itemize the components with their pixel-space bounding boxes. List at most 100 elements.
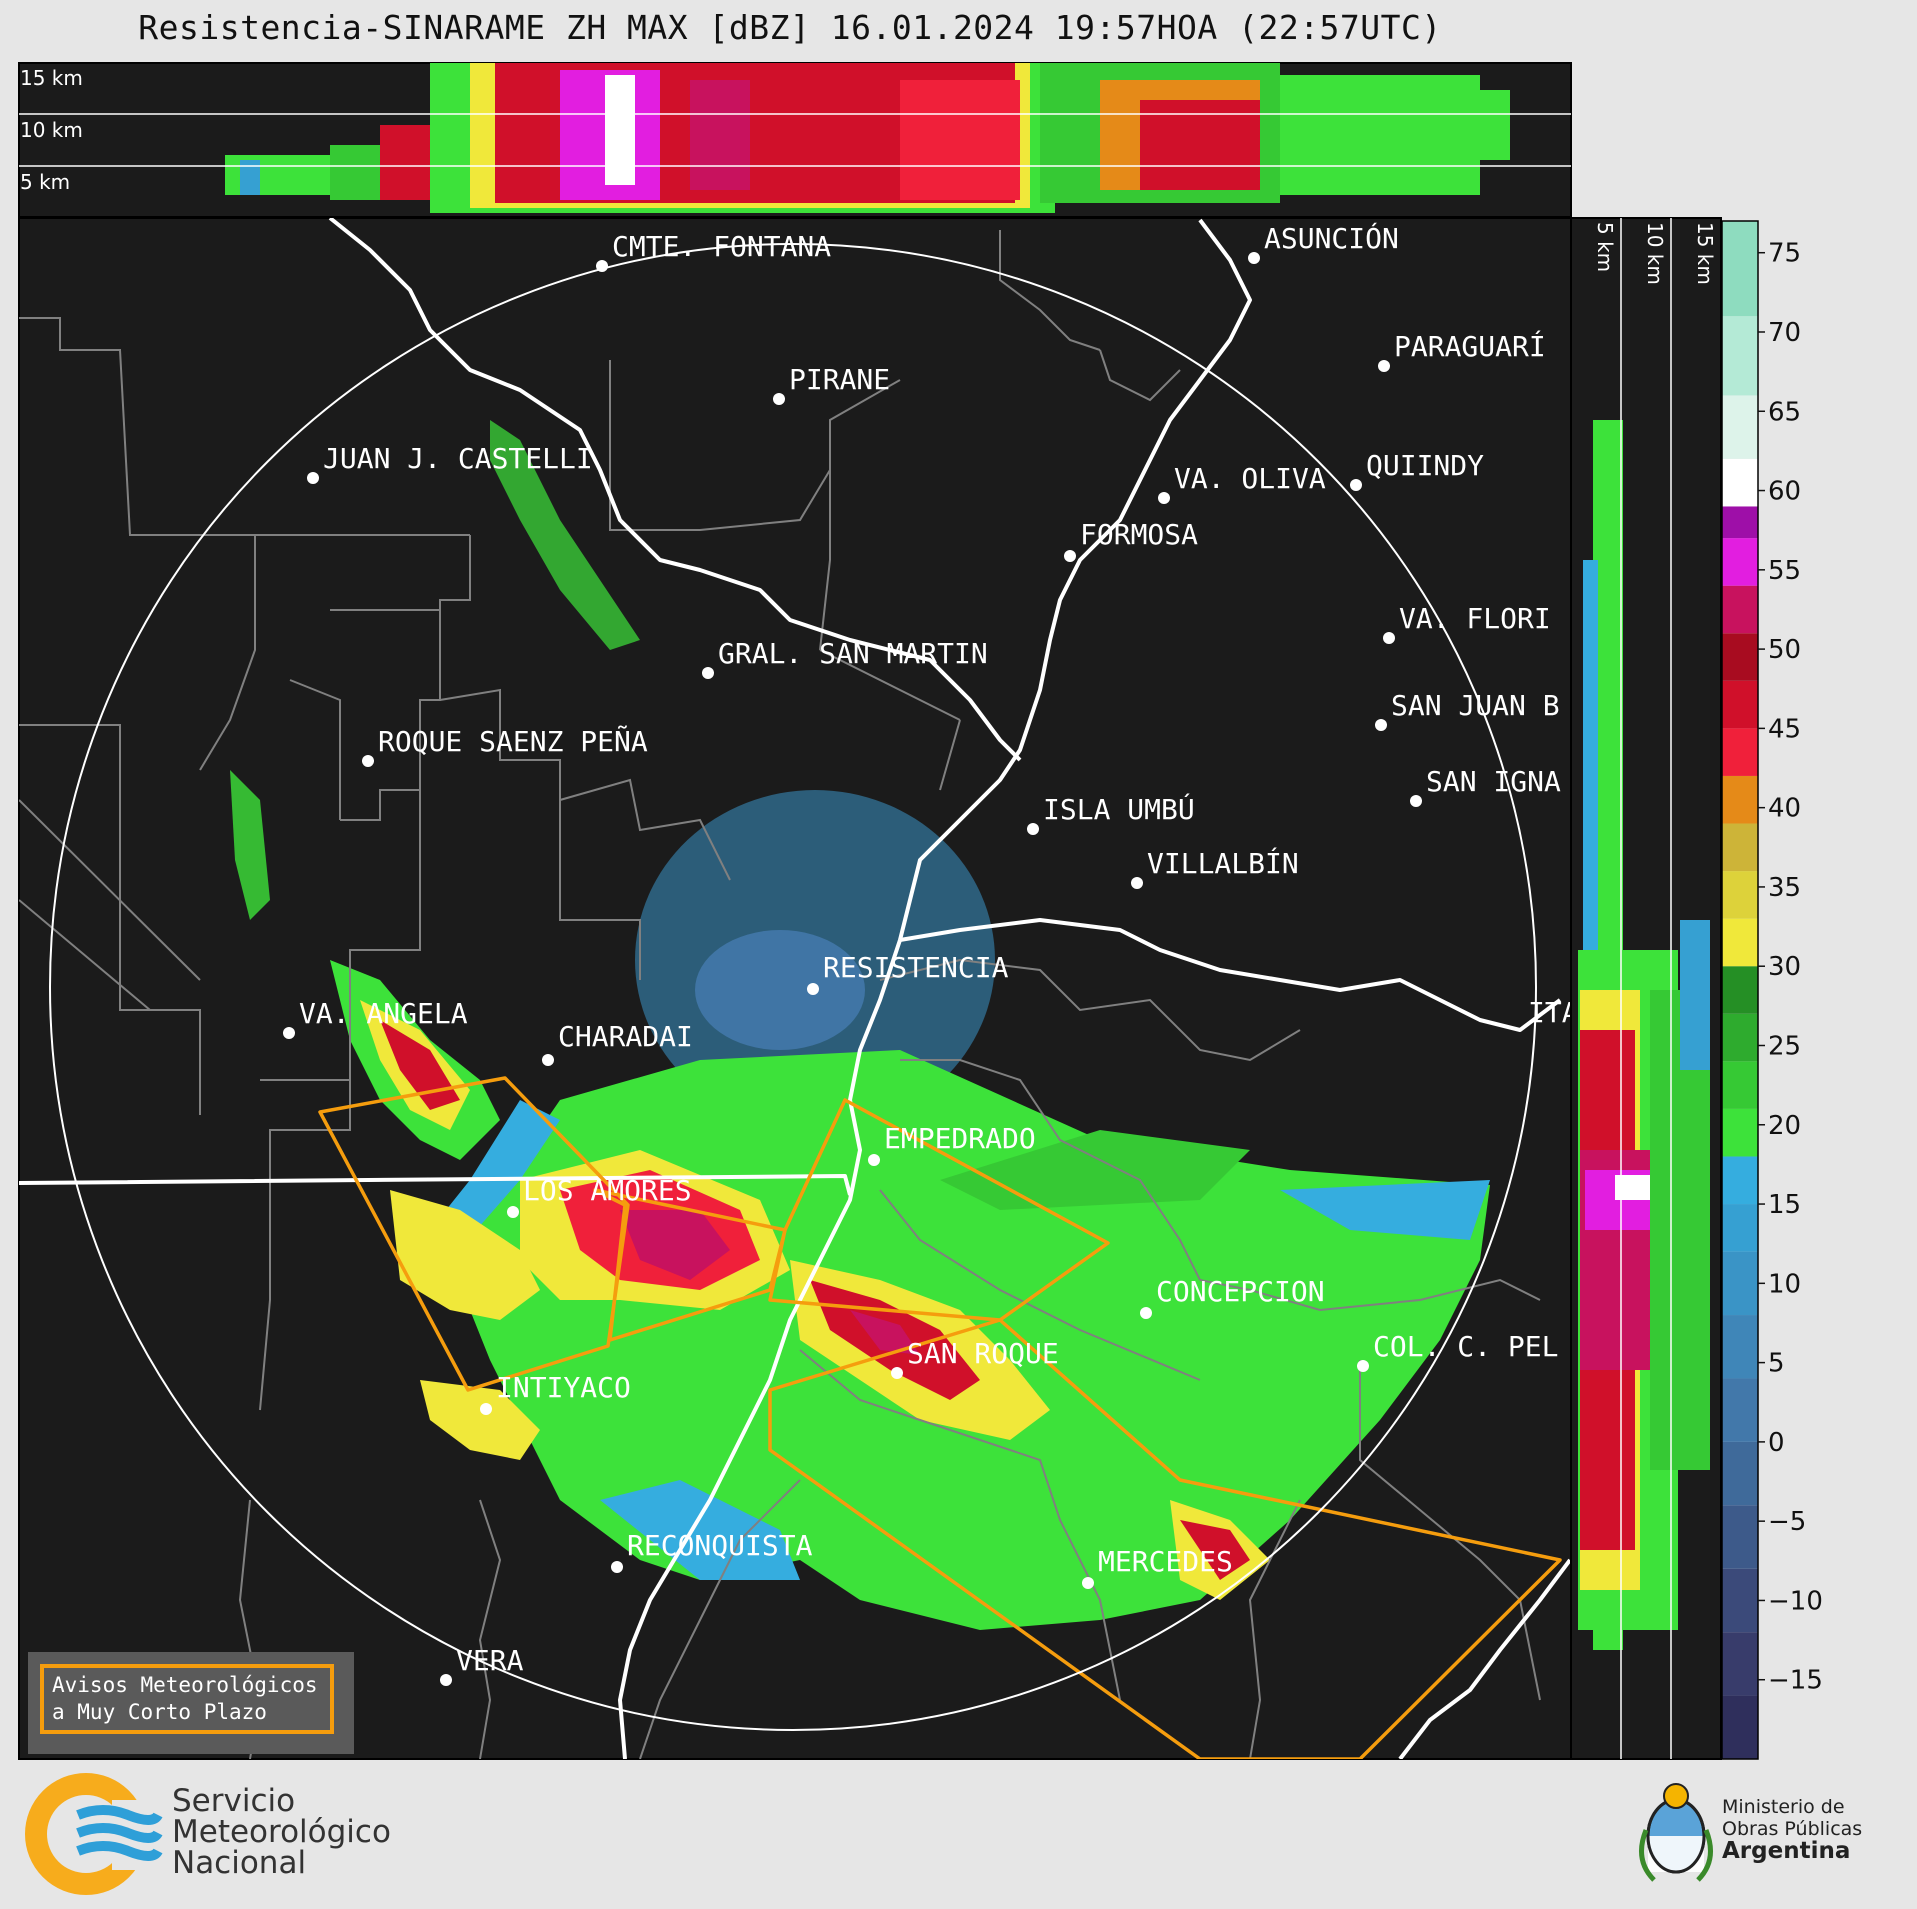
city-label-cmte-fontana: CMTE. FONTANA <box>612 230 831 263</box>
colorbar-band <box>1722 1156 1758 1205</box>
city-label-vera: VERA <box>456 1644 524 1677</box>
map-title: Resistencia-SINARAME ZH MAX [dBZ] 16.01.… <box>138 8 1442 47</box>
colorbar-tick-label: 40 <box>1768 794 1801 824</box>
city-label-reconquista: RECONQUISTA <box>627 1529 813 1562</box>
city-label-juan-j-castelli: JUAN J. CASTELLI <box>323 442 593 475</box>
colorbar-band <box>1722 633 1758 681</box>
colorbar-tick-label: −5 <box>1768 1507 1806 1537</box>
city-label-paraguari: PARAGUARÍ <box>1394 329 1546 363</box>
colorbar-band <box>1722 395 1758 459</box>
city-label-empedrado: EMPEDRADO <box>884 1122 1036 1155</box>
colorbar-tick-label: 0 <box>1768 1428 1785 1458</box>
ministry-line2: Obras Públicas <box>1722 1818 1863 1840</box>
colorbar-tick-label: 25 <box>1768 1031 1801 1061</box>
colorbar-band <box>1722 871 1758 919</box>
city-label-intiyaco: INTIYACO <box>496 1371 631 1404</box>
city-labels: CMTE. FONTANA ASUNCIÓN PARAGUARÍ PIRANE … <box>299 221 1579 1677</box>
city-label-quiindy: QUIINDY <box>1366 449 1484 482</box>
range-ring <box>49 243 1537 1731</box>
colorbar-tick-label: 20 <box>1768 1111 1801 1141</box>
colorbar-band <box>1722 458 1758 507</box>
colorbar-band <box>1722 316 1758 396</box>
warning-legend-line2: a Muy Corto Plazo <box>52 1700 267 1724</box>
colorbar-tick-label: 45 <box>1768 714 1801 744</box>
warning-polygons <box>318 1076 1562 1759</box>
argentina-emblem-icon <box>1639 1783 1713 1882</box>
city-label-va-oliva: VA. OLIVA <box>1174 462 1326 495</box>
city-label-pirane: PIRANE <box>789 363 890 396</box>
city-label-resistencia: RESISTENCIA <box>823 951 1009 984</box>
colorbar-band <box>1722 966 1758 1014</box>
top-alt-label-10: 10 km <box>20 118 83 142</box>
colorbar-band <box>1722 775 1758 824</box>
city-label-los-amores: LOS AMORES <box>523 1174 692 1207</box>
colorbar-tick-label: 70 <box>1768 318 1801 348</box>
city-label-san-juan-b: SAN JUAN B <box>1391 689 1560 722</box>
colorbar-band <box>1722 1315 1758 1379</box>
side-alt-label-10: 10 km <box>1643 222 1667 285</box>
colorbar-tick-label: 10 <box>1768 1269 1801 1299</box>
colorbar-band <box>1722 1108 1758 1157</box>
colorbar-tick-label: 30 <box>1768 952 1801 982</box>
colorbar-band <box>1722 918 1758 967</box>
side-alt-label-5: 5 km <box>1593 222 1617 272</box>
warning-legend-frame: Avisos Meteorológicos a Muy Corto Plazo <box>40 1664 334 1734</box>
warning-legend: Avisos Meteorológicos a Muy Corto Plazo <box>28 1652 354 1754</box>
city-label-gral-san-martin: GRAL. SAN MARTIN <box>718 637 988 670</box>
city-label-asuncion: ASUNCIÓN <box>1264 221 1399 255</box>
colorbar-tick-label: 55 <box>1768 556 1801 586</box>
city-label-isla-umbu: ISLA UMBÚ <box>1043 792 1195 826</box>
colorbar-tick-label: 65 <box>1768 397 1801 427</box>
top-crosssection-panel: 15 km 10 km 5 km <box>18 62 1572 218</box>
colorbar-band <box>1722 1204 1758 1252</box>
colorbar-band <box>1722 1695 1758 1759</box>
rivers <box>19 218 1571 1759</box>
colorbar-tick-label: 35 <box>1768 873 1801 903</box>
city-label-san-roque: SAN ROQUE <box>907 1337 1059 1370</box>
city-label-charadai: CHARADAI <box>558 1020 693 1053</box>
city-label-ita: ITA <box>1528 996 1579 1029</box>
city-label-col-c-pel: COL. C. PEL <box>1373 1330 1558 1363</box>
smn-line3: Nacional <box>172 1845 307 1881</box>
colorbar-band <box>1722 538 1758 586</box>
smn-line2: Meteorológico <box>172 1814 391 1850</box>
colorbar-tick-label: 15 <box>1768 1190 1801 1220</box>
top-echo-profile <box>225 63 1510 213</box>
colorbar-tick-label: 60 <box>1768 477 1801 507</box>
smn-line1: Servicio <box>172 1783 296 1819</box>
colorbar-band <box>1722 1013 1758 1062</box>
colorbar-tick-label: 50 <box>1768 635 1801 665</box>
colorbar-band <box>1722 1505 1758 1569</box>
city-markers <box>283 252 1422 1686</box>
colorbar-tick-label: 75 <box>1768 239 1801 269</box>
city-label-mercedes: MERCEDES <box>1098 1545 1233 1578</box>
ministry-name: Ministerio de Obras Públicas Argentina <box>1722 1796 1863 1864</box>
city-label-san-igna: SAN IGNA <box>1426 765 1561 798</box>
city-label-villalbin: VILLALBÍN <box>1147 846 1299 880</box>
colorbar-band <box>1722 1251 1758 1316</box>
city-label-va-flori: VA. FLORI <box>1399 602 1551 635</box>
colorbar-band <box>1722 506 1758 539</box>
main-map-panel: CMTE. FONTANA ASUNCIÓN PARAGUARÍ PIRANE … <box>18 217 1579 1760</box>
city-label-formosa: FORMOSA <box>1080 518 1198 551</box>
colorbar-tick-label: −15 <box>1768 1666 1823 1696</box>
side-echo-profile <box>1578 420 1710 1650</box>
political-borders <box>19 230 1541 1759</box>
colorbar-band <box>1722 585 1758 634</box>
smn-logo-icon <box>25 1773 163 1895</box>
colorbar-band <box>1722 1061 1758 1109</box>
warning-legend-line1: Avisos Meteorológicos <box>52 1673 318 1697</box>
ministry-line3: Argentina <box>1722 1838 1851 1864</box>
side-alt-label-15: 15 km <box>1693 222 1717 285</box>
colorbar-band <box>1722 1568 1758 1633</box>
colorbar-bands <box>1722 221 1758 1759</box>
colorbar-band <box>1722 823 1758 872</box>
smn-name: Servicio Meteorológico Nacional <box>172 1786 391 1879</box>
city-label-va-angela: VA. ANGELA <box>299 997 468 1030</box>
colorbar-tick-label: 5 <box>1768 1349 1785 1379</box>
city-label-concepcion: CONCEPCION <box>1156 1275 1325 1308</box>
colorbar-tick-label: −10 <box>1768 1586 1823 1616</box>
